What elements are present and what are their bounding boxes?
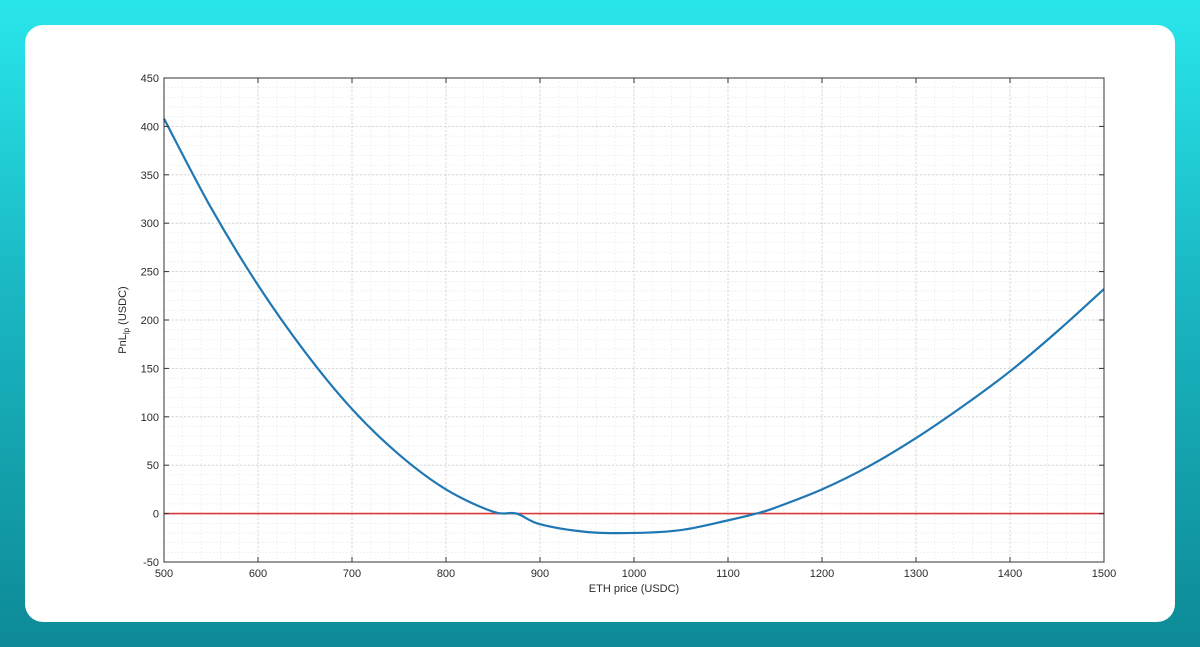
- y-tick-label: 200: [141, 315, 159, 327]
- y-axis-label-main: PnL: [117, 334, 129, 354]
- y-tick-label: 0: [153, 509, 159, 521]
- x-tick-label: 1500: [1092, 568, 1116, 580]
- pnl-chart: 500 600 700 800 900 1000 1100 1200 1300 1400 1500-…: [117, 73, 1117, 595]
- x-tick-label: 900: [531, 568, 549, 580]
- y-tick-label: 250: [141, 267, 159, 279]
- chart-card: 500 600 700 800 900 1000 1100 1200 1300 1400 1500-…: [25, 25, 1175, 622]
- x-tick-label: 700: [343, 568, 361, 580]
- x-tick-label: 1200: [810, 568, 834, 580]
- x-tick-label: 1100: [716, 568, 740, 580]
- x-tick-label: 1000: [622, 568, 646, 580]
- y-tick-label: 300: [141, 218, 159, 230]
- y-axis-label-sub: lp: [122, 327, 131, 334]
- series-layer: [163, 118, 1105, 535]
- y-axis-label: PnLlp (USDC): [117, 286, 131, 353]
- x-tick-label: 600: [249, 568, 267, 580]
- x-tick-label: 1300: [904, 568, 928, 580]
- y-tick-label: 150: [141, 363, 159, 375]
- y-axis-label-units: (USDC): [117, 286, 129, 328]
- ticks-layer: 500 600 700 800 900 1000 1100 1200 1300 1400 1500-…: [141, 73, 1117, 580]
- y-tick-label: 450: [141, 73, 159, 85]
- y-tick-label: 400: [141, 121, 159, 133]
- x-tick-label: 1400: [998, 568, 1022, 580]
- y-tick-label: -50: [143, 557, 159, 569]
- x-tick-label: 800: [437, 568, 455, 580]
- x-axis-label: ETH price (USDC): [589, 583, 679, 595]
- x-tick-label: 500: [155, 568, 173, 580]
- y-tick-label: 100: [141, 412, 159, 424]
- y-tick-label: 350: [141, 170, 159, 182]
- y-tick-label: 50: [147, 460, 159, 472]
- pnl-curve: [163, 118, 1105, 535]
